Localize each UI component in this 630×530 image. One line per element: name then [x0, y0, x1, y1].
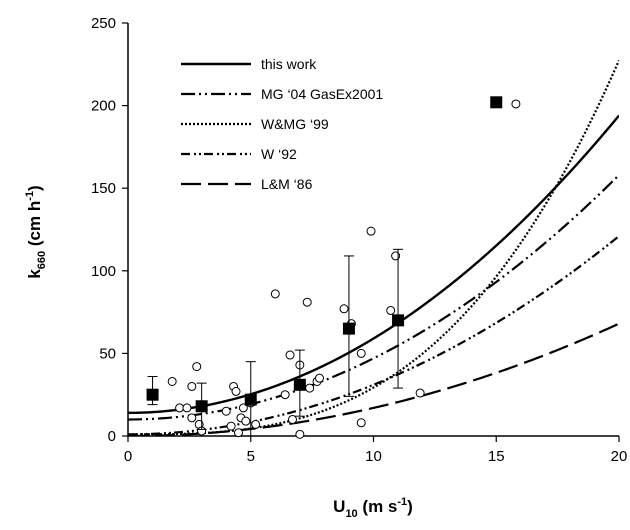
observation-point — [241, 416, 251, 426]
x-axis-title-sup: -1 — [397, 496, 407, 508]
series-line-5 — [128, 322, 619, 436]
legend-label-5: L&M ‘86 — [261, 176, 313, 192]
y-axis-title-main: k — [25, 269, 44, 279]
observation-point — [251, 419, 261, 429]
y-axis-title-sub: 660 — [36, 251, 48, 269]
observation-point — [270, 289, 280, 299]
y-axis-title-close: ) — [25, 185, 44, 191]
x-tick-label: 5 — [247, 448, 255, 465]
legend-label-2: MG ‘04 GasEx2001 — [261, 86, 383, 102]
x-tick-label: 20 — [611, 448, 628, 465]
observation-point — [233, 428, 243, 438]
observation-point — [366, 226, 376, 236]
observation-point — [305, 383, 315, 393]
y-tick-label: 150 — [91, 180, 116, 197]
observation-point — [295, 429, 305, 439]
observation-point — [187, 413, 197, 423]
y-tick-label: 50 — [99, 345, 116, 362]
observation-point — [182, 403, 192, 413]
legend: this work MG ‘04 GasEx2001 W&MG ‘99 W ‘92 L&… — [181, 56, 383, 192]
svg-text:U10 (m s-1): U10 (m s-1) — [333, 496, 413, 520]
binned-mean-marker — [146, 388, 159, 401]
observation-point — [221, 406, 231, 416]
observation-point — [226, 421, 236, 431]
legend-label-4: W ‘92 — [261, 146, 297, 162]
observation-point — [339, 304, 349, 314]
observation-point — [314, 373, 324, 383]
observation-point — [285, 350, 295, 360]
observation-point — [287, 414, 297, 424]
observation-point — [280, 390, 290, 400]
x-axis-title-main: U — [333, 497, 345, 516]
binned-mean-marker — [293, 378, 306, 391]
observation-point — [356, 348, 366, 358]
observation-point — [231, 386, 241, 396]
binned-mean-marker — [490, 96, 503, 109]
observation-point — [175, 403, 185, 413]
svg-text:k660 (cm h-1): k660 (cm h-1) — [24, 185, 48, 278]
observation-point — [386, 305, 396, 315]
series-line-1 — [128, 114, 619, 415]
series-line-3 — [128, 59, 619, 436]
series-line-4 — [128, 235, 619, 436]
y-tick-label: 200 — [91, 98, 116, 115]
y-axis-title: k660 (cm h-1) — [24, 185, 48, 278]
binned-mean-marker — [342, 322, 355, 335]
series-line-2 — [128, 174, 619, 421]
legend-label-3: W&MG ‘99 — [261, 116, 329, 132]
x-tick-label: 0 — [124, 448, 132, 465]
y-tick-label: 0 — [108, 428, 116, 445]
x-tick-label: 10 — [365, 448, 382, 465]
observation-point — [187, 381, 197, 391]
binned-mean-marker — [244, 393, 257, 406]
observation-point — [356, 418, 366, 428]
observation-point — [238, 403, 248, 413]
x-axis-title-close: ) — [407, 497, 413, 516]
y-tick-label: 100 — [91, 263, 116, 280]
x-axis-title: U10 (m s-1) — [333, 496, 413, 520]
y-axis-title-unit: (cm h — [25, 201, 44, 246]
binned-mean-marker — [392, 314, 405, 327]
legend-label-1: this work — [261, 56, 317, 72]
x-axis-title-unit: (m s — [362, 497, 397, 516]
observation-point — [302, 297, 312, 307]
observation-point — [167, 376, 177, 386]
x-tick-label: 15 — [488, 448, 505, 465]
observation-point — [415, 388, 425, 398]
binned-mean-marker — [195, 400, 208, 413]
y-axis-title-sup: -1 — [24, 191, 36, 201]
y-tick-label: 250 — [91, 15, 116, 32]
observation-point — [511, 99, 521, 109]
x-axis-title-sub: 10 — [345, 508, 357, 520]
observation-point — [192, 362, 202, 372]
